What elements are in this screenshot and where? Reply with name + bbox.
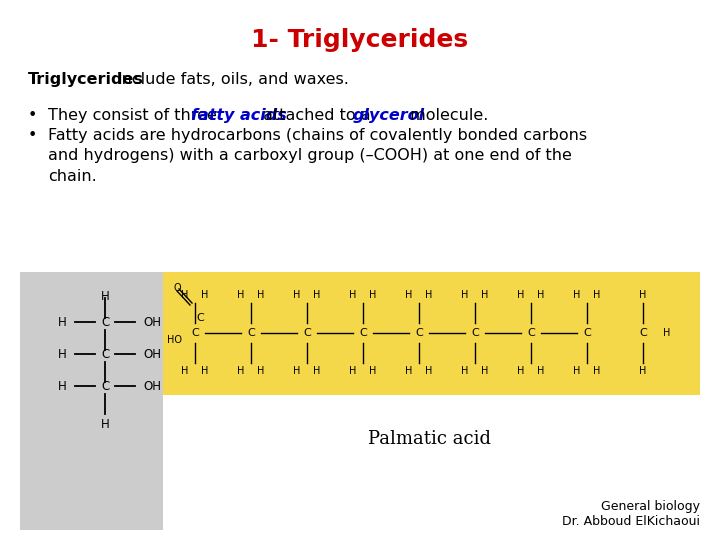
FancyBboxPatch shape bbox=[20, 272, 163, 530]
Text: H: H bbox=[293, 290, 301, 300]
Text: Triglycerides: Triglycerides bbox=[28, 72, 144, 87]
Text: H: H bbox=[517, 366, 525, 376]
Text: H: H bbox=[349, 290, 356, 300]
Text: C: C bbox=[303, 328, 311, 338]
Text: They consist of three: They consist of three bbox=[48, 108, 222, 123]
Text: H: H bbox=[257, 366, 265, 376]
Text: H: H bbox=[426, 290, 433, 300]
FancyBboxPatch shape bbox=[163, 272, 700, 395]
Text: include fats, oils, and waxes.: include fats, oils, and waxes. bbox=[112, 72, 349, 87]
Text: H: H bbox=[101, 418, 109, 431]
Text: C: C bbox=[101, 348, 109, 361]
Text: glycerol: glycerol bbox=[353, 108, 425, 123]
Text: H: H bbox=[426, 366, 433, 376]
Text: C: C bbox=[101, 380, 109, 393]
Text: H: H bbox=[238, 366, 245, 376]
Text: H: H bbox=[181, 366, 189, 376]
Text: C: C bbox=[191, 328, 199, 338]
Text: H: H bbox=[537, 290, 545, 300]
Text: molecule.: molecule. bbox=[405, 108, 488, 123]
Text: H: H bbox=[101, 290, 109, 303]
Text: H: H bbox=[238, 290, 245, 300]
Text: H: H bbox=[369, 366, 377, 376]
Text: H: H bbox=[462, 290, 469, 300]
Text: C: C bbox=[101, 315, 109, 328]
Text: C: C bbox=[527, 328, 535, 338]
Text: Fatty acids are hydrocarbons (chains of covalently bonded carbons
and hydrogens): Fatty acids are hydrocarbons (chains of … bbox=[48, 128, 587, 184]
Text: Palmatic acid: Palmatic acid bbox=[369, 430, 492, 448]
Text: C: C bbox=[583, 328, 591, 338]
Text: H: H bbox=[593, 366, 600, 376]
Text: 1- Triglycerides: 1- Triglycerides bbox=[251, 28, 469, 52]
Text: H: H bbox=[405, 290, 413, 300]
Text: Dr. Abboud ElKichaoui: Dr. Abboud ElKichaoui bbox=[562, 515, 700, 528]
Text: •: • bbox=[28, 128, 37, 143]
Text: H: H bbox=[58, 348, 67, 361]
Text: General biology: General biology bbox=[601, 500, 700, 513]
Text: OH: OH bbox=[143, 348, 161, 361]
Text: C: C bbox=[471, 328, 479, 338]
Text: H: H bbox=[202, 366, 209, 376]
Text: H: H bbox=[639, 290, 647, 300]
Text: H: H bbox=[593, 290, 600, 300]
Text: OH: OH bbox=[143, 380, 161, 393]
Text: H: H bbox=[293, 366, 301, 376]
Text: H: H bbox=[313, 366, 320, 376]
Text: O: O bbox=[174, 283, 181, 293]
Text: H: H bbox=[462, 366, 469, 376]
Text: H: H bbox=[481, 290, 489, 300]
Text: C: C bbox=[639, 328, 647, 338]
Text: H: H bbox=[537, 366, 545, 376]
Text: H: H bbox=[573, 366, 581, 376]
Text: H: H bbox=[202, 290, 209, 300]
Text: C: C bbox=[359, 328, 367, 338]
Text: H: H bbox=[181, 290, 189, 300]
Text: •: • bbox=[28, 108, 37, 123]
Text: H: H bbox=[663, 328, 670, 338]
Text: HO: HO bbox=[168, 335, 182, 345]
Text: H: H bbox=[58, 380, 67, 393]
Text: C: C bbox=[415, 328, 423, 338]
Text: H: H bbox=[313, 290, 320, 300]
Text: H: H bbox=[349, 366, 356, 376]
Text: H: H bbox=[405, 366, 413, 376]
Text: H: H bbox=[58, 315, 67, 328]
Text: fatty acids: fatty acids bbox=[191, 108, 287, 123]
Text: OH: OH bbox=[143, 315, 161, 328]
Text: H: H bbox=[369, 290, 377, 300]
Text: H: H bbox=[639, 366, 647, 376]
Text: H: H bbox=[517, 290, 525, 300]
Text: attached to a: attached to a bbox=[258, 108, 376, 123]
Text: C: C bbox=[196, 313, 204, 323]
Text: C: C bbox=[247, 328, 255, 338]
Text: H: H bbox=[481, 366, 489, 376]
Text: H: H bbox=[257, 290, 265, 300]
Text: H: H bbox=[573, 290, 581, 300]
